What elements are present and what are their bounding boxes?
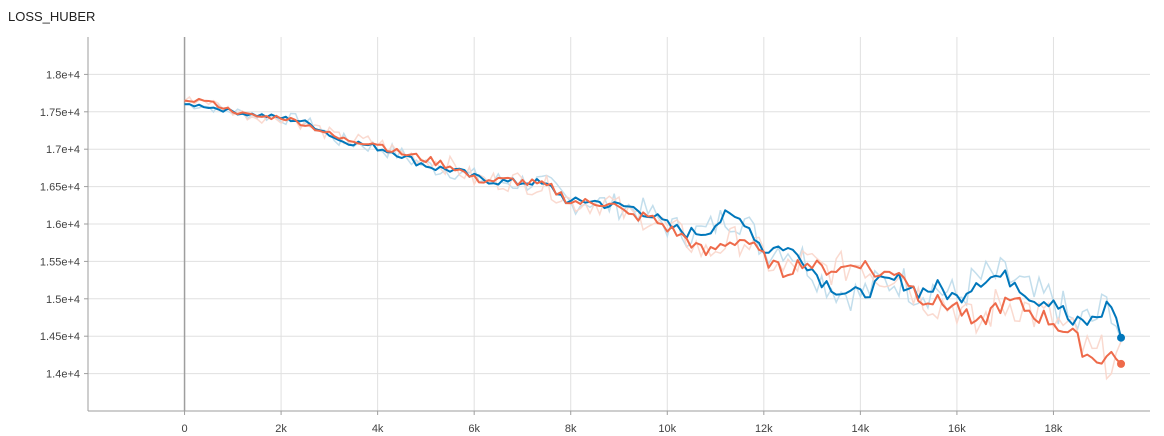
x-tick-label: 2k [275,423,287,435]
grid [88,37,1150,411]
y-tick-label: 1.5e+4 [46,294,80,306]
x-tick-label: 12k [755,423,773,435]
chart-title: LOSS_HUBER [8,9,96,24]
series-end-point-1 [1117,359,1126,368]
x-tick-label: 6k [468,423,480,435]
y-tick-label: 1.7e+4 [46,144,80,156]
y-tick-label: 1.75e+4 [40,107,80,119]
series-end-point-0 [1117,333,1126,342]
x-tick-label: 4k [372,423,384,435]
x-tick-label: 8k [565,423,577,435]
axes [84,37,1150,415]
x-tick-label: 18k [1045,423,1063,435]
tick-labels: 1.4e+4 1.45e+4 1.5e+4 1.55e+4 1.6e+4 1.65e+4 1… [40,69,1063,435]
x-tick-label: 16k [948,423,966,435]
y-tick-label: 1.4e+4 [46,369,80,381]
smoothed-series-layer [184,97,1126,368]
x-tick-label: 10k [658,423,676,435]
x-tick-label: 0 [181,423,187,435]
x-tick-label: 14k [851,423,869,435]
y-tick-label: 1.65e+4 [40,182,80,194]
raw-series-line-0 [184,103,1122,340]
raw-series-line-1 [184,95,1122,381]
smoothed-series-line-0 [184,103,1122,338]
y-tick-label: 1.8e+4 [46,69,80,81]
y-tick-label: 1.45e+4 [40,331,80,343]
y-tick-label: 1.55e+4 [40,256,80,268]
y-tick-label: 1.6e+4 [46,219,80,231]
smoothed-series-line-1 [184,97,1122,365]
